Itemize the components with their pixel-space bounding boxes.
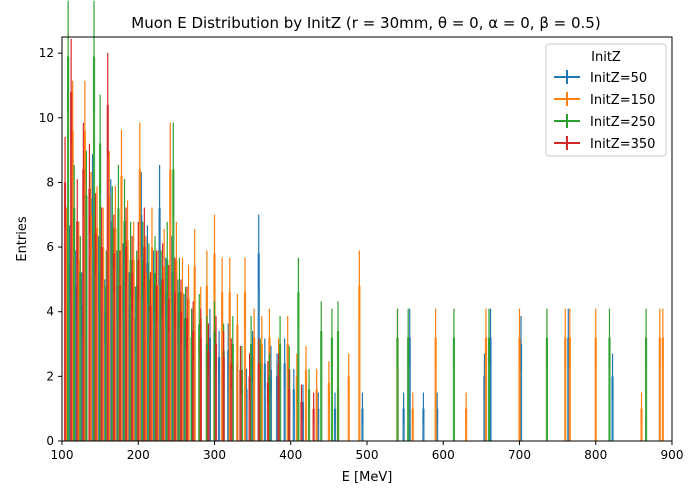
- legend-entry-label: InitZ=150: [590, 93, 655, 108]
- x-tick-label: 400: [279, 448, 302, 462]
- legend-entry-label: InitZ=250: [590, 115, 655, 130]
- y-tick-label: 0: [46, 434, 54, 448]
- legend: InitZ InitZ=50 InitZ=150 InitZ=250 InitZ=350: [545, 43, 667, 157]
- x-tick-label: 600: [432, 448, 455, 462]
- y-tick-label: 2: [46, 369, 54, 383]
- series-initz-250: [66, 0, 648, 441]
- y-axis-label: Entries: [15, 216, 30, 262]
- y-tick-label: 4: [46, 305, 54, 319]
- series-initz-50: [68, 154, 614, 441]
- legend-entry-label: InitZ=50: [590, 71, 647, 86]
- y-tick-label: 8: [46, 175, 54, 189]
- x-tick-label: 900: [661, 448, 684, 462]
- legend-entry-label: InitZ=350: [590, 137, 655, 152]
- chart-title: Muon E Distribution by InitZ (r = 30mm, …: [131, 14, 600, 32]
- x-tick-label: 100: [51, 448, 74, 462]
- y-axis: 0 2 4 6 8 10 12: [39, 46, 62, 448]
- x-tick-label: 700: [508, 448, 531, 462]
- x-tick-label: 300: [203, 448, 226, 462]
- series-initz-350: [63, 38, 315, 441]
- x-tick-label: 500: [356, 448, 379, 462]
- x-axis-label: E [MeV]: [342, 470, 393, 485]
- x-tick-label: 800: [584, 448, 607, 462]
- x-axis: 100 200 300 400 500 600 700 800 900: [51, 441, 684, 462]
- legend-title: InitZ: [591, 50, 621, 65]
- plot-area: [63, 0, 664, 441]
- y-tick-label: 10: [39, 111, 54, 125]
- y-tick-label: 6: [46, 240, 54, 254]
- x-tick-label: 200: [127, 448, 150, 462]
- y-tick-label: 12: [39, 46, 54, 60]
- legend-box: [545, 43, 667, 157]
